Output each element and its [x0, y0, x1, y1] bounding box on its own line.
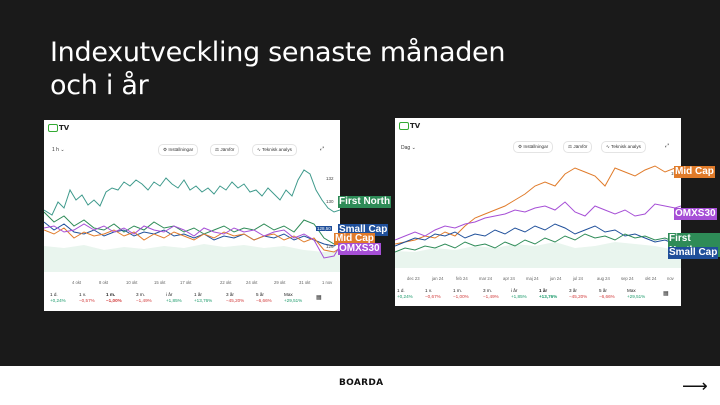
first-north-area [395, 242, 681, 268]
x-label: 17 okt [180, 280, 192, 285]
x-label: jul 24 [573, 276, 584, 281]
x-label: dec 23 [407, 276, 420, 281]
left-chart-svg [44, 169, 340, 272]
teal-series-line [44, 169, 340, 216]
footer-bar: BOARDA ⟶ [0, 366, 720, 405]
first-north-area [44, 244, 340, 272]
right-chart-panel: TV Dag ⌄ ⚙ Inställningar ⚖ Jämför ∿ Tekn… [395, 118, 681, 306]
slide-title: Indexutveckling senaste månaden och i år [50, 37, 506, 101]
stat-1d[interactable]: 1 d. +0,24% [397, 288, 413, 299]
mid-cap-line [44, 227, 340, 253]
technical-analysis-button[interactable]: ∿ Teknisk analys [252, 144, 297, 156]
period-selector[interactable]: 1 h ⌄ [52, 147, 65, 153]
stat-max[interactable]: Max +29,51% [627, 288, 646, 299]
x-label: 15 okt [154, 280, 166, 285]
stat-1m[interactable]: 1 m. −1,00% [106, 292, 122, 303]
settings-button[interactable]: ⚙ Inställningar [513, 141, 554, 153]
period-selector[interactable]: Dag ⌄ [401, 145, 416, 151]
stat-max[interactable]: Max +29,51% [284, 292, 303, 303]
x-label: maj 24 [526, 276, 539, 281]
x-label: 29 okt [274, 280, 286, 285]
omxs30-line [395, 201, 681, 241]
x-label: jan 24 [432, 276, 444, 281]
x-label: 8 okt [99, 280, 109, 285]
right-chart-svg [395, 165, 681, 268]
left-chart-panel: TV 1 h ⌄ ⚙ Inställningar ⚖ Jämför ∿ Tekn… [44, 120, 340, 311]
x-label: nov [667, 276, 674, 281]
x-label: 24 okt [246, 280, 258, 285]
stat-3y[interactable]: 3 år −45,20% [226, 292, 245, 303]
tradingview-logo: TV [399, 122, 420, 130]
y-label: 132 [326, 176, 334, 181]
x-label: 1 nov [322, 280, 333, 285]
x-label: 10 okt [126, 280, 138, 285]
left-label-omxs30: OMXS30 [338, 243, 381, 255]
right-label-small-cap: Small Cap [668, 247, 719, 259]
x-label: okt 24 [645, 276, 657, 281]
left-label-first-north: First North [338, 196, 392, 208]
y-label: 126 [326, 244, 334, 249]
stat-3y[interactable]: 3 år −45,20% [569, 288, 588, 299]
first-north-line [395, 233, 681, 253]
x-label: jun 24 [550, 276, 562, 281]
x-label: feb 24 [456, 276, 468, 281]
stat-1y[interactable]: 1 år +13,76% [539, 288, 558, 299]
calendar-icon[interactable]: ▦ [663, 291, 669, 297]
stat-5y[interactable]: 5 år −6,66% [599, 288, 615, 299]
stat-1w[interactable]: 1 v. −0,57% [79, 292, 95, 303]
y-label: 130 [326, 199, 334, 204]
stat-1y[interactable]: 1 år +13,76% [194, 292, 213, 303]
mid-cap-line [395, 165, 681, 245]
calendar-icon[interactable]: ▦ [316, 295, 322, 301]
stat-ytd[interactable]: i år +1,85% [511, 288, 527, 299]
x-label: 4 okt [72, 280, 82, 285]
next-arrow-icon[interactable]: ⟶ [682, 376, 708, 396]
slide: Indexutveckling senaste månaden och i år… [44, 37, 720, 311]
right-label-mid-cap: Mid Cap [674, 166, 715, 178]
compare-button[interactable]: ⚖ Jämför [210, 144, 240, 156]
stat-5y[interactable]: 5 år −6,66% [256, 292, 272, 303]
technical-analysis-button[interactable]: ∿ Teknisk analys [601, 141, 646, 153]
stat-3m[interactable]: 3 m. −1,49% [136, 292, 152, 303]
stat-3m[interactable]: 3 m. −1,49% [483, 288, 499, 299]
x-label: mar 24 [479, 276, 493, 281]
fullscreen-icon[interactable]: ⤢ [320, 146, 325, 152]
stat-1m[interactable]: 1 m. −1,00% [453, 288, 469, 299]
first-north-line [44, 211, 340, 245]
x-label: sep 24 [621, 276, 634, 281]
compare-button[interactable]: ⚖ Jämför [563, 141, 593, 153]
stat-1d[interactable]: 1 d. +0,24% [50, 292, 66, 303]
brand-logo: BOARDA [339, 378, 384, 388]
right-label-omxs30: OMXS30 [674, 208, 717, 220]
y-label-badge: 128,50 [316, 226, 332, 231]
stat-1w[interactable]: 1 v. −0,67% [425, 288, 441, 299]
left-label-mid-cap: Mid Cap [334, 233, 375, 245]
settings-button[interactable]: ⚙ Inställningar [158, 144, 199, 156]
omxs30-line [44, 223, 340, 259]
x-label: 31 okt [299, 280, 311, 285]
stat-ytd[interactable]: i år +1,85% [166, 292, 182, 303]
x-label: apr 24 [503, 276, 515, 281]
fullscreen-icon[interactable]: ⤢ [665, 143, 670, 149]
tradingview-logo: TV [48, 124, 69, 132]
x-label: aug 24 [597, 276, 610, 281]
small-cap-line [395, 223, 681, 247]
x-label: 22 okt [220, 280, 232, 285]
